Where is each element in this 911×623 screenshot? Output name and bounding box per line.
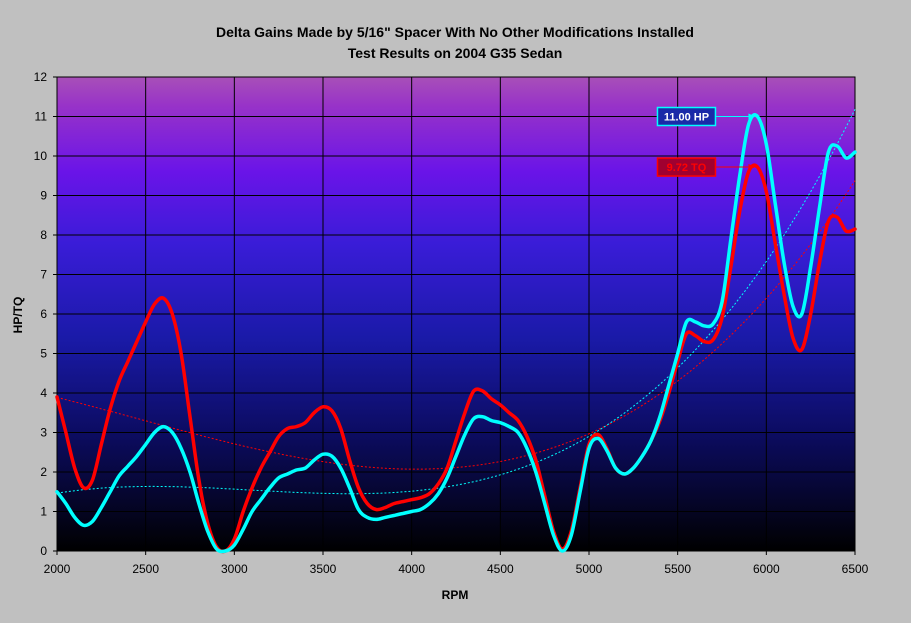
x-tick-label: 4500 (487, 562, 514, 576)
chart-subtitle: Test Results on 2004 G35 Sedan (348, 45, 563, 61)
x-tick-label: 3500 (310, 562, 337, 576)
y-tick-label: 11 (35, 110, 48, 124)
y-tick-label: 7 (40, 268, 47, 282)
x-tick-label: 4000 (398, 562, 425, 576)
y-axis-label: HP/TQ (11, 297, 25, 334)
callout-label: 9.72 TQ (667, 162, 707, 174)
callout-arrowhead (748, 164, 756, 171)
y-tick-label: 3 (40, 426, 47, 440)
callout-arrowhead (748, 113, 756, 120)
y-tick-label: 9 (40, 189, 47, 203)
y-tick-label: 0 (40, 544, 47, 558)
y-tick-label: 12 (34, 70, 48, 84)
y-tick-label: 6 (40, 307, 47, 321)
y-tick-label: 2 (40, 465, 47, 479)
y-tick-label: 4 (40, 386, 47, 400)
tick-labels: 2000 2500 3000 3500 4000 4500 5000 5500 6000 6500… (34, 70, 869, 576)
series-lines (55, 113, 857, 554)
y-tick-label: 1 (40, 505, 47, 519)
callout-label: 11.00 HP (664, 112, 709, 124)
x-tick-label: 6000 (753, 562, 780, 576)
series-line-1 (55, 113, 857, 554)
series-line-0 (55, 163, 857, 554)
x-tick-label: 6500 (842, 562, 869, 576)
x-tick-label: 2500 (132, 562, 159, 576)
x-axis-label: RPM (442, 588, 469, 602)
x-tick-label: 3000 (221, 562, 248, 576)
x-tick-label: 5000 (576, 562, 603, 576)
x-tick-label: 2000 (44, 562, 71, 576)
y-tick-label: 10 (34, 149, 48, 163)
y-tick-label: 5 (40, 347, 47, 361)
trendline-0 (56, 180, 856, 470)
y-tick-label: 8 (40, 228, 47, 242)
chart-title: Delta Gains Made by 5/16" Spacer With No… (216, 24, 694, 40)
callouts: 11.00 HP 9.72 TQ (656, 106, 756, 177)
x-tick-label: 5500 (664, 562, 691, 576)
